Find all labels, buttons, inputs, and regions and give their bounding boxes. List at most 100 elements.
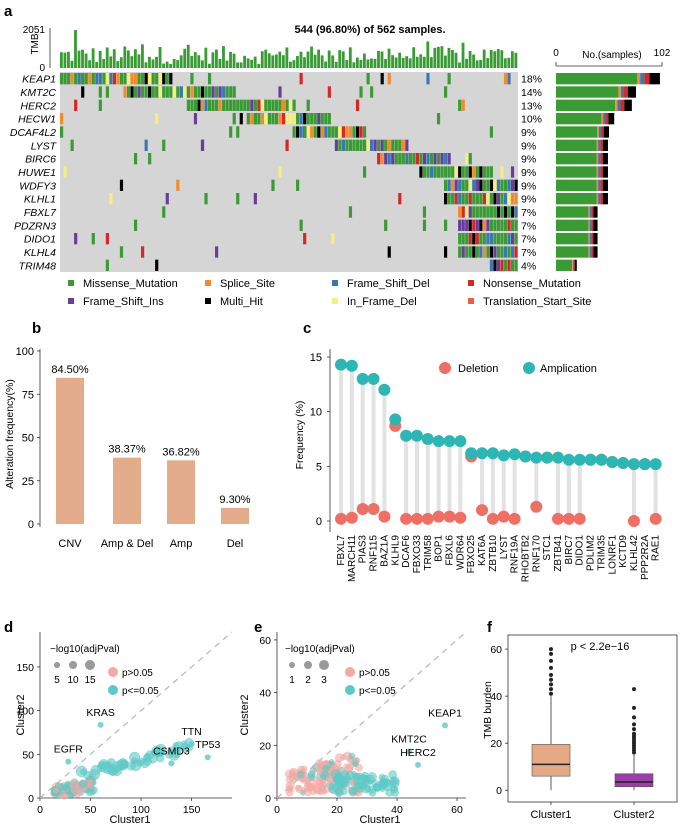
mutation-cell xyxy=(422,219,427,231)
gene-point xyxy=(366,772,377,783)
mutation-cell xyxy=(246,113,250,125)
mutation-cell xyxy=(338,139,342,151)
mutation-cell xyxy=(514,206,518,218)
mutation-cell xyxy=(458,206,462,218)
x-category-label: Cluster2 xyxy=(614,809,655,821)
mutation-cell xyxy=(482,206,486,218)
side-bar-segment xyxy=(615,99,618,111)
side-bar-segment xyxy=(618,86,621,98)
tmb-bar xyxy=(362,53,366,68)
mutation-cell xyxy=(239,99,243,111)
gene-point xyxy=(333,775,341,783)
mutation-cell xyxy=(496,206,501,218)
gene-label: KMT2C xyxy=(20,87,56,99)
side-bar-segment xyxy=(600,166,603,178)
mutation-cell xyxy=(148,153,152,165)
mutation-cell xyxy=(60,113,64,125)
mutation-cell xyxy=(475,179,479,191)
tmb-bar xyxy=(81,49,84,68)
mutation-cell xyxy=(486,193,490,205)
tmb-bar xyxy=(148,56,151,68)
mutation-cell xyxy=(299,126,303,138)
mutation-cell xyxy=(232,99,236,111)
mutation-cell xyxy=(436,166,441,178)
outlier-point xyxy=(632,731,636,736)
mutation-cell xyxy=(401,139,405,151)
mutation-cell xyxy=(229,86,233,98)
mutation-cell xyxy=(461,233,465,245)
panel-a-title: 544 (96.80%) of 562 samples. xyxy=(294,24,445,36)
side-bar-segment xyxy=(624,99,632,111)
mutation-cell xyxy=(503,259,508,271)
mutation-cell xyxy=(422,153,427,165)
gene-point xyxy=(295,785,304,793)
gene-point xyxy=(71,785,81,795)
gene-point xyxy=(104,761,113,770)
mutation-cell xyxy=(320,126,324,138)
side-bar-segment xyxy=(603,113,606,125)
gene-label: TRIM58 xyxy=(423,535,434,571)
mutation-cell xyxy=(91,233,95,245)
mutation-cell xyxy=(246,99,250,111)
mutation-cell xyxy=(401,153,405,165)
mutation-cell xyxy=(77,73,81,85)
mutation-cell xyxy=(162,206,166,218)
mutation-cell xyxy=(334,139,338,151)
mutation-cell xyxy=(260,99,264,111)
gene-point xyxy=(78,779,88,788)
mutation-cell xyxy=(489,166,493,178)
mutation-cell xyxy=(105,233,109,245)
panel-e-xlabel: Cluster1 xyxy=(360,814,401,826)
tmb-bar xyxy=(500,50,504,68)
tmb-bar xyxy=(253,56,257,68)
mutation-cell xyxy=(278,86,282,98)
side-bar-segment xyxy=(556,246,589,258)
panel-b-ylabel: Alteration frequency(%) xyxy=(4,379,16,489)
gene-label: KAT6A xyxy=(477,535,488,566)
percent-label: 18% xyxy=(521,74,542,86)
mutation-cell xyxy=(306,113,310,125)
mutation-cell xyxy=(458,233,462,245)
side-bar-segment xyxy=(601,113,604,125)
tmb-bar xyxy=(338,50,342,68)
gene-callout-label: CSMD3 xyxy=(153,745,190,757)
mutation-cell xyxy=(479,166,483,178)
outlier-point xyxy=(549,658,553,663)
y-tick-label: 0 xyxy=(265,793,271,805)
tmb-bar xyxy=(260,51,264,68)
panel-d-legend-sig: p<=0.05 xyxy=(122,686,159,697)
gene-label: FBXL7 xyxy=(336,535,347,566)
mutation-cell xyxy=(362,126,367,138)
mutation-cell xyxy=(500,219,504,231)
mutation-cell xyxy=(271,179,275,191)
side-bar-segment xyxy=(602,179,608,191)
gene-point xyxy=(317,789,324,796)
side-bar-segment xyxy=(608,113,615,125)
mutation-cell xyxy=(510,166,515,178)
side-bar-segment xyxy=(640,73,645,85)
tmb-bar xyxy=(507,57,511,68)
side-bar-segment xyxy=(572,259,574,271)
tmb-bar xyxy=(246,58,250,68)
gene-label: KLHL9 xyxy=(390,535,401,566)
mutation-cell xyxy=(503,219,508,231)
panel-b-bars: 84.50% CNV 38.37% Amp & Del 36.82% Amp 9.30% De… xyxy=(51,364,250,550)
mutation-cell xyxy=(274,99,279,111)
mutation-cell xyxy=(370,139,374,151)
mutation-cell xyxy=(348,139,353,151)
mutation-cell xyxy=(479,206,483,218)
tmb-bar xyxy=(489,50,493,68)
gene-label: STC1 xyxy=(542,535,553,561)
mutation-cell xyxy=(380,139,384,151)
tmb-bar xyxy=(250,59,254,68)
side-bar-segment xyxy=(556,219,589,231)
side-bar-segment xyxy=(591,246,594,258)
mutation-cell xyxy=(461,219,465,231)
mutation-cell xyxy=(510,233,515,245)
mutation-cell xyxy=(327,86,331,98)
mutation-cell xyxy=(458,219,462,231)
bar xyxy=(56,377,84,524)
panel-e-legend-ns-dot xyxy=(345,667,355,677)
deletion-dot xyxy=(410,512,423,525)
